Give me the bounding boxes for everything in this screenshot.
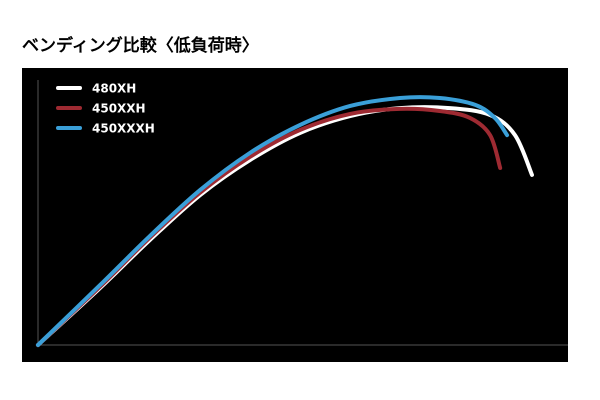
chart-title: ベンディング比較〈低負荷時〉: [22, 35, 259, 56]
legend-label: 450XXH: [92, 102, 146, 116]
series-line: [36, 95, 510, 347]
plot-panel: [22, 68, 568, 362]
legend-label: 450XXXH: [92, 122, 155, 136]
legend-label: 480XH: [92, 82, 136, 96]
